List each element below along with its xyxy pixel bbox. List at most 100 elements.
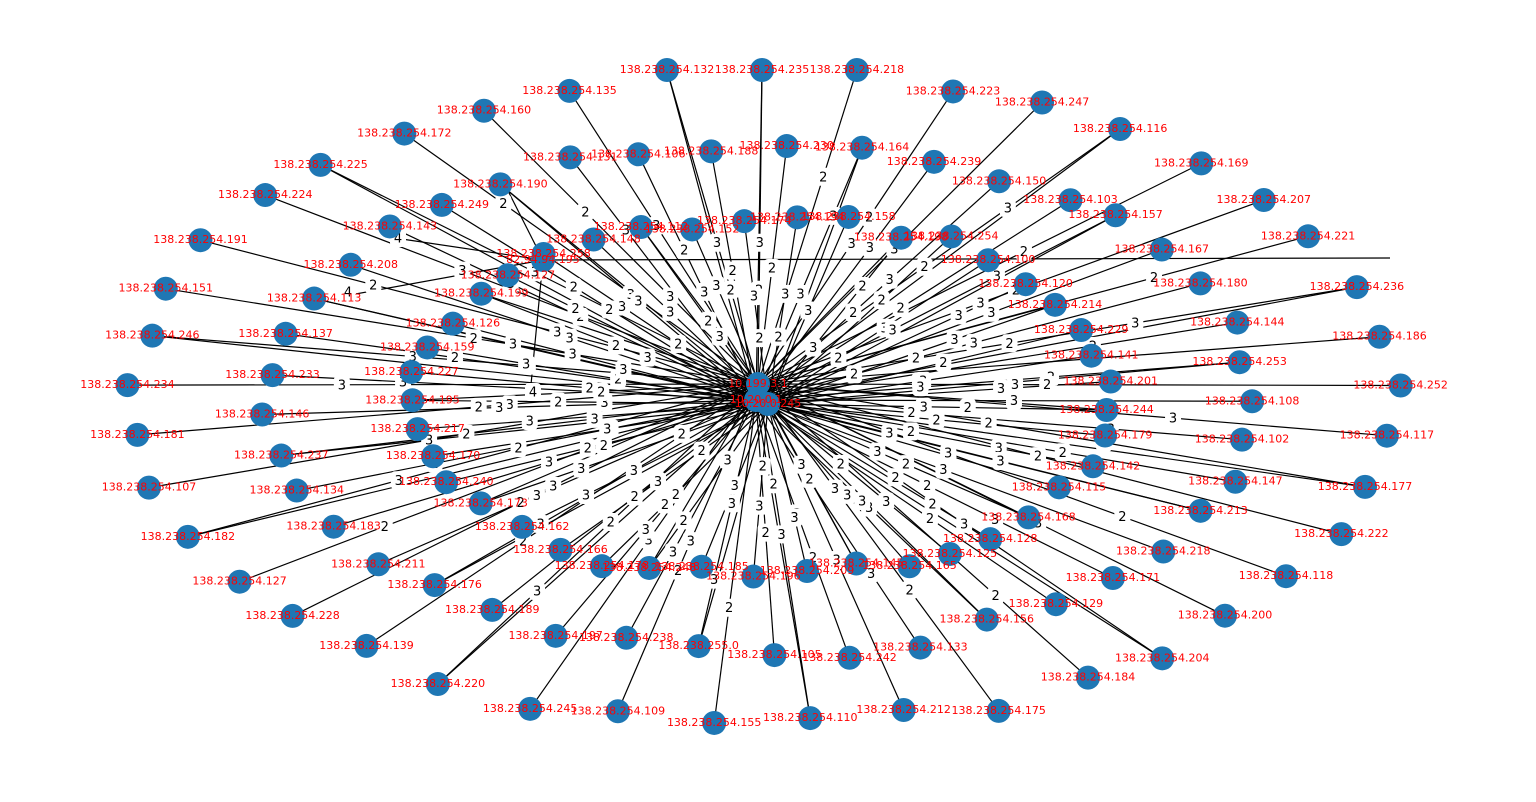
edge-label-bg [561,328,578,347]
edge-weight-label: 3 [916,381,924,396]
edge-label-bg [881,270,898,289]
edge-weight-label: 3 [409,350,417,365]
edge-label-bg [670,334,687,353]
edge-label-bg [757,523,774,542]
edge-weight-label: 3 [531,266,539,281]
graph-node [921,149,946,174]
node-label: 138.238.254.179 [1058,429,1152,442]
edge-label-bg [959,398,976,417]
edge-label-bg [365,275,382,294]
edge-label-bg [578,485,595,504]
edge-weight-label: 4 [344,286,352,301]
edge-weight-label: 2 [597,386,605,401]
graph-node [844,58,869,82]
edge-label-bg [1127,313,1144,332]
node-label: 138.238.254.224 [218,188,312,201]
edge [187,383,759,538]
graph-node [1079,343,1104,368]
edge [434,399,757,586]
graph-node [589,554,614,579]
edge-weight-label: 3 [669,546,677,561]
edge-weight-label: 2 [850,368,858,383]
edge-weight-label: 3 [713,236,721,251]
node-label: 138.238.254.239 [887,155,981,168]
edge-weight-label: 4 [529,386,537,401]
edge-weight-label: 3 [873,445,881,460]
node-label: 138.238.254.211 [331,557,425,570]
graph-node [421,444,446,469]
node-label: 138.238.254.229 [1034,323,1128,336]
edge-label-bg [869,442,886,461]
edge-label-bg [521,412,538,431]
graph-node [891,697,916,722]
node-label: 138.238.254.127 [461,268,555,281]
graph-node [422,573,447,598]
edge-label-bg [454,261,471,280]
edge-label-bg [1015,242,1032,261]
edge [767,403,1060,488]
node-label: 138.238.254.117 [1340,429,1434,442]
node-label: 138.238.254.166 [513,543,607,556]
node-label: 138.238.254.120 [978,277,1072,290]
edge-label-bg [670,561,687,580]
edge-weight-label: 3 [955,309,963,324]
node-label: 138.238.254.144 [1190,316,1284,329]
node-label: 138.238.254.133 [873,641,967,654]
node-label: 138.238.254.238 [579,631,673,644]
node-label: 138.238.254.102 [1195,433,1289,446]
graph-node [1251,188,1276,213]
node-label: 138.238.254.214 [1008,298,1102,311]
node-label: 138.238.254.253 [1192,355,1286,368]
edge [755,199,1071,401]
graph-node [260,363,285,388]
edge-label-bg [902,422,919,441]
graph-node [548,537,573,562]
edge-label-bg [662,302,679,321]
bridge-edge [542,257,1391,261]
graph-node [1043,592,1068,617]
edge-weight-label: 2 [834,351,842,366]
edge [755,399,1253,402]
graph-node [1150,646,1175,671]
edge-weight-label: 2 [612,339,620,354]
node-label: 138.238.254.173 [433,496,527,509]
node-label: 138.238.254.159 [380,340,474,353]
edge-weight-label: 3 [781,287,789,302]
edge-weight-label: 2 [891,471,899,486]
edge-label-bg [504,335,521,354]
graph-node [308,152,333,177]
graph-node [1296,224,1321,249]
edge-weight-label: 3 [885,427,893,442]
edge [281,399,757,457]
graph-node [338,252,363,277]
node-label: 138.238.254.160 [437,104,531,117]
edge [152,335,757,401]
node-label: 138.238.254.151 [119,282,213,295]
edge [755,214,1116,401]
edge-weight-label: 3 [654,475,662,490]
edge-weight-label: 3 [939,463,947,478]
graph-node [774,134,799,159]
edge-weight-label: 3 [712,279,720,294]
edge [757,235,1309,385]
node-label: 138.238.254.169 [1154,156,1248,169]
edge-label-bg [956,514,973,533]
node-label: 138.238.254.204 [1115,651,1209,664]
edge-label-bg [903,403,920,422]
edge-weight-label: 3 [395,474,403,489]
node-label: 138.238.254.170 [386,449,480,462]
edge-label-bg [465,329,482,348]
graph-node [699,139,724,164]
edge [767,237,902,405]
edge-label-bg [550,392,567,411]
edge-weight-label: 3 [568,348,576,363]
edge [757,383,1287,577]
edge-label-bg [630,291,647,310]
edge [452,323,769,405]
node-label: 138.238.254.176 [387,578,481,591]
edge-label-bg [901,580,918,599]
node-label: 138.238.254.185 [654,560,748,573]
edge-label-bg [700,311,717,330]
edge-weight-label: 2 [932,413,940,428]
edge-weight-label: 2 [605,303,613,318]
